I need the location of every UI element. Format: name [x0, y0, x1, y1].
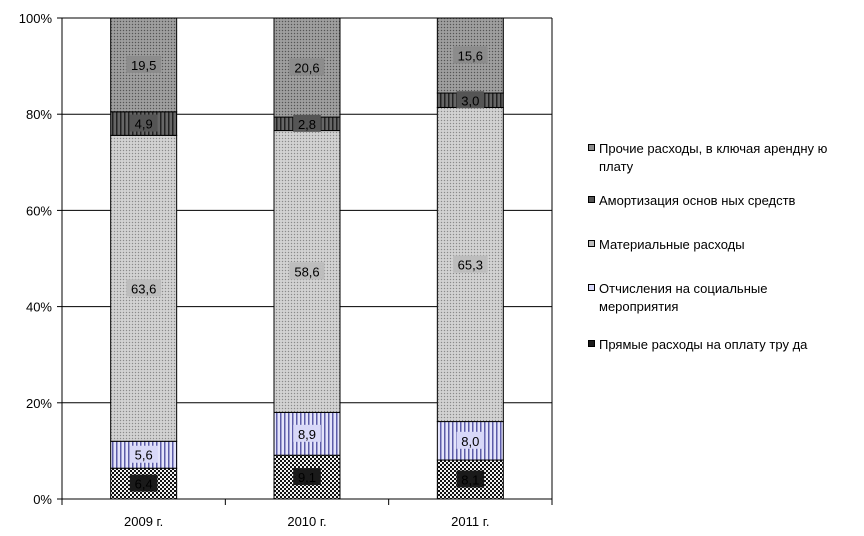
legend-label: Материальные расходы: [599, 237, 745, 252]
data-label-bg: [456, 91, 485, 109]
data-label: 20,6: [294, 61, 319, 76]
data-label-bg: [452, 46, 488, 64]
legend-swatch: [588, 240, 595, 247]
data-label: 58,6: [294, 264, 319, 279]
bars: [110, 17, 504, 500]
data-label-bg: [293, 424, 321, 442]
data-label-bg: [129, 114, 158, 132]
data-label: 9,1: [298, 470, 316, 485]
legend-item: Материальные расходы: [588, 236, 860, 254]
legend: Прочие расходы, в ключая арендну ю плату А…: [588, 140, 860, 354]
x-tick-label: 2009 г.: [124, 514, 163, 529]
data-label-bg: [452, 255, 488, 273]
y-tick-label: 40%: [26, 300, 52, 315]
x-tick-label: 2011 г.: [451, 514, 489, 529]
data-labels: 6,4 5,6 63,6 4,9 19,5 9,1 8,9 58,6 2,8 20,6 8,1 8,0…: [126, 46, 488, 492]
data-label-bg: [129, 474, 158, 492]
y-tick-label: 60%: [26, 203, 52, 218]
data-label: 4,9: [135, 117, 153, 132]
legend-item: Прямые расходы на оплату тру да: [588, 336, 860, 354]
data-label: 6,4: [135, 477, 153, 492]
y-tick-label: 80%: [26, 107, 52, 122]
data-label-bg: [293, 468, 321, 486]
legend-swatch: [588, 144, 595, 151]
legend-label: Отчисления на социальные: [599, 281, 768, 296]
data-label: 2,8: [298, 117, 316, 132]
data-label: 8,1: [461, 473, 479, 488]
data-label: 15,6: [458, 49, 483, 64]
data-label: 8,9: [298, 427, 316, 442]
data-label: 63,6: [131, 281, 156, 296]
data-label: 65,3: [458, 258, 483, 273]
x-tick-label: 2010 г.: [287, 514, 326, 529]
data-label: 19,5: [131, 58, 156, 73]
data-label-bg: [456, 431, 485, 449]
data-label-bg: [289, 58, 325, 76]
legend-label: плату: [599, 159, 634, 174]
y-tick-label: 0%: [33, 492, 52, 507]
legend-item: Амортизация основ ных средств: [588, 192, 860, 210]
legend-label: Амортизация основ ных средств: [599, 193, 796, 208]
legend-swatch: [588, 340, 595, 347]
data-label-bg: [289, 262, 325, 280]
legend-swatch: [588, 196, 595, 203]
y-tick-label: 100%: [19, 11, 53, 26]
data-label-bg: [129, 445, 158, 463]
legend-label: Прямые расходы на оплату тру да: [599, 337, 808, 352]
data-label-bg: [456, 470, 485, 488]
data-label-bg: [126, 279, 162, 297]
data-label: 3,0: [461, 93, 479, 108]
y-tick-label: 20%: [26, 396, 52, 411]
legend-swatch: [588, 284, 595, 291]
data-label: 5,6: [135, 448, 153, 463]
legend-item: Прочие расходы, в ключая арендну ю плату: [588, 140, 860, 176]
legend-item: Отчисления на социальные мероприятия: [588, 280, 860, 316]
data-label: 8,0: [461, 434, 479, 449]
data-label-bg: [126, 55, 162, 73]
data-label-bg: [293, 114, 321, 132]
legend-label: Прочие расходы, в ключая арендну ю: [599, 141, 828, 156]
axes: 0% 20% 40% 60% 80% 100% 2009 г. 2010 г. 2011 г.: [19, 11, 553, 529]
legend-label: мероприятия: [599, 299, 679, 314]
